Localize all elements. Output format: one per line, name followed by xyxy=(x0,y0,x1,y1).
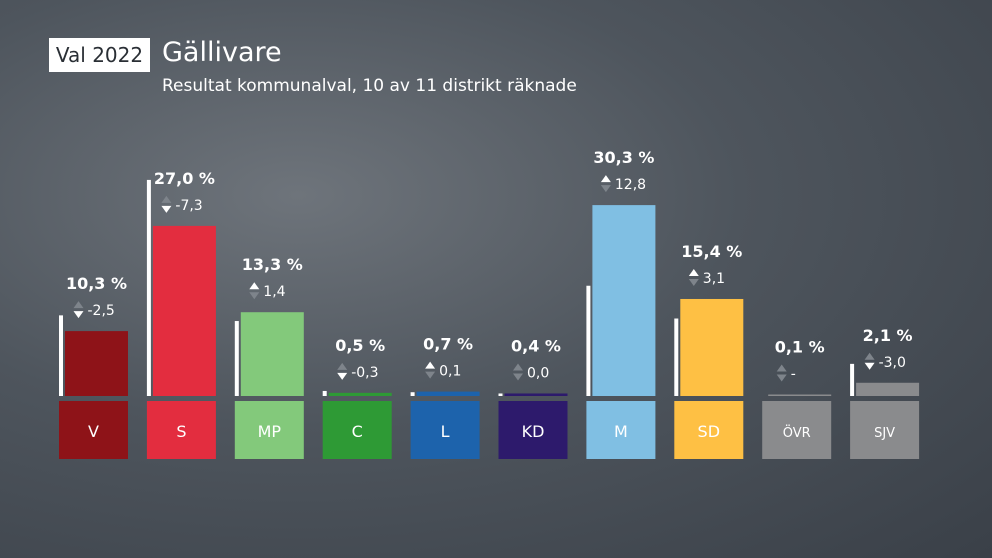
bar-kd xyxy=(504,393,568,396)
party-label: L xyxy=(441,422,450,441)
change-up-arrow-icon xyxy=(73,301,84,309)
change-down-arrow-icon xyxy=(688,278,699,286)
previous-result-marker-6 xyxy=(586,285,591,396)
bar-s xyxy=(152,225,216,396)
previous-result-marker-2 xyxy=(234,321,239,396)
value-label: 0,4 % xyxy=(511,336,561,355)
party-label: S xyxy=(176,422,186,441)
previous-result-marker-9 xyxy=(850,363,855,396)
value-label: 0,7 % xyxy=(423,335,473,354)
previous-result-marker-1 xyxy=(146,179,151,396)
change-label: -7,3 xyxy=(175,198,202,214)
party-box-7 xyxy=(674,401,744,459)
bar-sd xyxy=(680,298,744,396)
party-box-2 xyxy=(234,401,304,459)
change-label: -3,0 xyxy=(879,355,906,371)
previous-result-marker-0 xyxy=(59,315,63,396)
bar-v xyxy=(65,331,128,396)
bar-c xyxy=(328,392,392,396)
party-label: MP xyxy=(258,422,282,441)
party-label: C xyxy=(352,422,363,441)
change-up-arrow-icon xyxy=(249,282,260,290)
bar-mp xyxy=(240,312,304,396)
change-label: -0,3 xyxy=(351,365,378,381)
bar-l xyxy=(416,391,480,396)
change-up-arrow-icon xyxy=(600,175,611,183)
chart-subtitle: Resultat kommunalval, 10 av 11 distrikt … xyxy=(162,76,577,96)
previous-result-marker-5 xyxy=(498,393,503,396)
change-down-arrow-icon xyxy=(249,292,260,300)
change-label: 0,0 xyxy=(527,365,549,381)
change-label: 3,1 xyxy=(703,271,725,287)
value-label: 0,1 % xyxy=(775,338,825,357)
party-label: M xyxy=(614,422,628,441)
change-up-arrow-icon xyxy=(513,363,523,371)
chart-title: Gällivare xyxy=(162,37,282,68)
change-down-arrow-icon xyxy=(600,185,611,193)
bar-m xyxy=(592,205,656,396)
previous-result-marker-4 xyxy=(410,392,415,396)
party-box-8 xyxy=(762,401,832,459)
change-label: - xyxy=(791,367,796,383)
change-down-arrow-icon xyxy=(73,311,84,319)
value-label: 27,0 % xyxy=(154,169,215,188)
value-label: 0,5 % xyxy=(335,336,385,355)
value-label: 10,3 % xyxy=(66,274,127,293)
previous-result-marker-3 xyxy=(322,390,327,396)
party-box-6 xyxy=(586,401,656,459)
value-label: 2,1 % xyxy=(863,326,913,345)
election-badge: Val 2022 xyxy=(49,38,150,72)
party-box-3 xyxy=(322,401,392,459)
change-down-arrow-icon xyxy=(864,362,875,370)
change-up-arrow-icon xyxy=(776,364,787,372)
party-label: ÖVR xyxy=(783,424,811,441)
party-box-4 xyxy=(410,401,480,459)
change-up-arrow-icon xyxy=(864,352,875,360)
change-label: -2,5 xyxy=(88,303,115,319)
party-label: SD xyxy=(698,422,720,441)
change-down-arrow-icon xyxy=(425,371,436,379)
party-label: V xyxy=(88,422,99,441)
change-label: 1,4 xyxy=(263,284,285,300)
change-up-arrow-icon xyxy=(337,362,348,370)
change-down-arrow-icon xyxy=(776,374,787,382)
bar-övr xyxy=(768,394,832,396)
party-box-9 xyxy=(850,401,920,459)
bar-sjv xyxy=(856,382,920,396)
change-down-arrow-icon xyxy=(513,373,523,381)
previous-result-marker-7 xyxy=(674,318,679,396)
change-down-arrow-icon xyxy=(337,372,348,380)
change-down-arrow-icon xyxy=(161,205,172,213)
change-label: 12,8 xyxy=(615,177,646,193)
party-label: SJV xyxy=(874,426,895,441)
value-label: 13,3 % xyxy=(242,255,303,274)
change-up-arrow-icon xyxy=(688,268,699,276)
party-box-5 xyxy=(498,401,568,459)
party-box-0 xyxy=(59,401,128,459)
value-label: 30,3 % xyxy=(593,148,654,167)
change-up-arrow-icon xyxy=(161,195,172,203)
change-up-arrow-icon xyxy=(425,361,436,369)
value-label: 15,4 % xyxy=(681,242,742,261)
party-box-1 xyxy=(146,401,216,459)
change-label: 0,1 xyxy=(439,364,461,380)
party-label: KD xyxy=(522,422,545,441)
